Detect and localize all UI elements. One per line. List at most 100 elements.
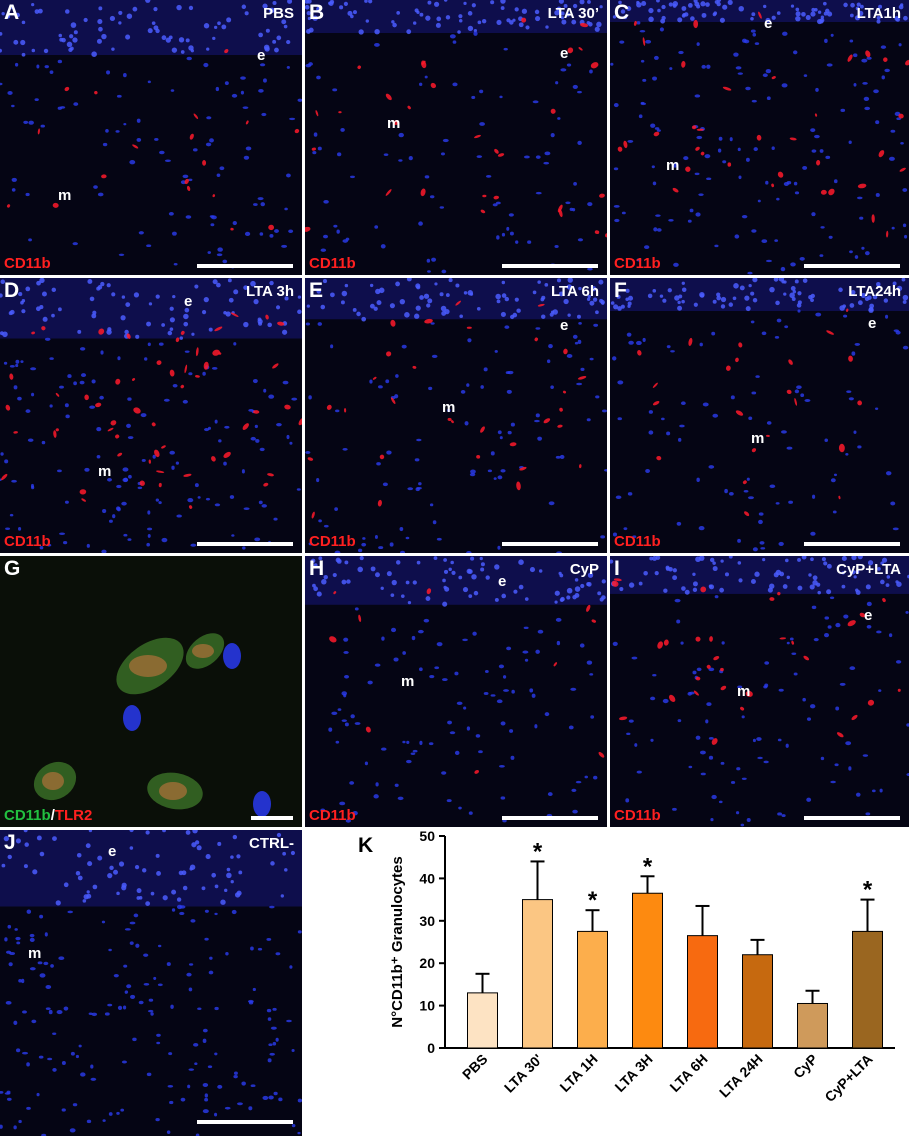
scale-bar [804,542,900,546]
epithelium-label: e [257,47,266,64]
panel-letter: I [614,557,620,580]
bar [852,930,883,1049]
condition-label: CyP+LTA [836,561,901,578]
y-tick-label: 30 [419,913,435,929]
x-tick-label: CyP [790,1051,821,1082]
micrograph-texture [0,830,302,1136]
marker-label: CD11b [4,533,51,550]
mucosa-label: m [751,430,765,447]
panel-b: B LTA 30’ e m CD11b [305,0,607,275]
x-tick-label: CyP+LTA [821,1051,875,1105]
x-tick-label: LTA 1H [556,1051,600,1095]
marker-label: CD11b [309,533,356,550]
mucosa-label: m [442,399,456,416]
y-tick-label: 0 [427,1040,435,1056]
panel-h: H CyP e m CD11b [305,556,607,827]
epithelium-label: e [184,293,193,310]
micrograph-texture [610,278,909,552]
condition-label: CyP [569,561,599,578]
scale-bar [502,542,598,546]
marker-label: CD11b [614,255,661,272]
epithelium-label: e [560,317,569,334]
significance-marker: * [863,877,873,904]
mucosa-label: m [737,683,751,700]
panel-g: G CD11b/TLR2 [0,556,302,827]
panel-f: F LTA24h e m CD11b [610,278,909,553]
bar [522,899,553,1049]
epithelium-label: e [868,315,877,332]
marker-slash: / [50,807,55,824]
panel-letter: H [309,557,325,580]
y-tick-label: 50 [419,828,435,844]
panel-letter: G [4,557,21,580]
significance-marker: * [588,887,598,914]
x-tick-label: LTA 3H [611,1051,655,1095]
condition-label: LTA 6h [550,283,599,300]
scale-bar [502,816,598,820]
condition-label: CTRL- [249,835,294,852]
epithelium-label: e [498,573,507,590]
bar [632,892,663,1049]
bar [467,992,498,1049]
x-tick-label: LTA 24H [716,1051,766,1101]
marker-cd11b: CD11b [4,807,51,824]
panel-letter: D [4,279,20,302]
micrograph-texture [33,633,271,817]
panel-letter: A [4,1,20,24]
micrograph-texture [610,556,909,827]
x-tick-label: LTA 6H [666,1051,710,1095]
marker-label: CD11b [4,255,51,272]
scale-bar [197,1120,293,1124]
marker-label: CD11b [309,255,356,272]
condition-label: LTA1h [856,5,901,22]
bar-chart: 0 10 20 30 40 50 N°CD11b⁺ Granulocytes PBS * LTA … [389,828,895,1105]
scale-bar [197,264,293,268]
panel-letter: B [309,1,325,24]
panel-letter: E [309,279,324,302]
panel-d: D LTA 3h e m CD11b [0,278,302,553]
scale-bar [804,264,900,268]
micrograph-texture [610,0,909,275]
bar [577,930,608,1049]
mucosa-label: m [58,187,72,204]
condition-label: LTA 3h [245,283,294,300]
micrograph-texture [0,278,302,553]
marker-tlr2: TLR2 [54,807,93,824]
panel-letter: J [4,831,16,854]
mucosa-label: m [28,945,42,962]
epithelium-label: e [108,843,117,860]
marker-label: CD11b [614,807,661,824]
panel-letter: C [614,1,630,24]
micrograph-texture [305,556,607,823]
scale-bar [804,816,900,820]
condition-label: LTA24h [848,283,901,300]
scale-bar [251,816,293,820]
scale-bar [197,542,293,546]
significance-marker: * [533,838,543,865]
mucosa-label: m [98,463,112,480]
panel-c: C LTA1h e m CD11b [610,0,909,275]
micrograph-texture [0,0,302,269]
mucosa-label: m [387,115,401,132]
y-tick-label: 20 [419,955,435,971]
micrograph-texture [305,278,607,553]
y-tick-label: 10 [419,998,435,1014]
x-tick-label: LTA 30' [501,1051,546,1096]
epithelium-label: e [560,45,569,62]
marker-label: CD11b/TLR2 [4,808,92,823]
mucosa-label: m [666,157,680,174]
bar [797,1002,828,1049]
panel-e: E LTA 6h e m CD11b [305,278,607,553]
epithelium-label: e [864,607,873,624]
x-tick-label: PBS [459,1051,491,1083]
panel-j: J CTRL- e m [0,830,302,1136]
y-tick-label: 40 [419,870,435,886]
panel-a: A PBS e m CD11b [0,0,302,275]
mucosa-label: m [401,673,415,690]
marker-label: CD11b [309,807,356,824]
condition-label: PBS [263,5,294,22]
bar [687,935,718,1049]
y-axis-label: N°CD11b⁺ Granulocytes [389,856,406,1027]
epithelium-label: e [764,15,773,32]
condition-label: LTA 30’ [547,5,599,22]
